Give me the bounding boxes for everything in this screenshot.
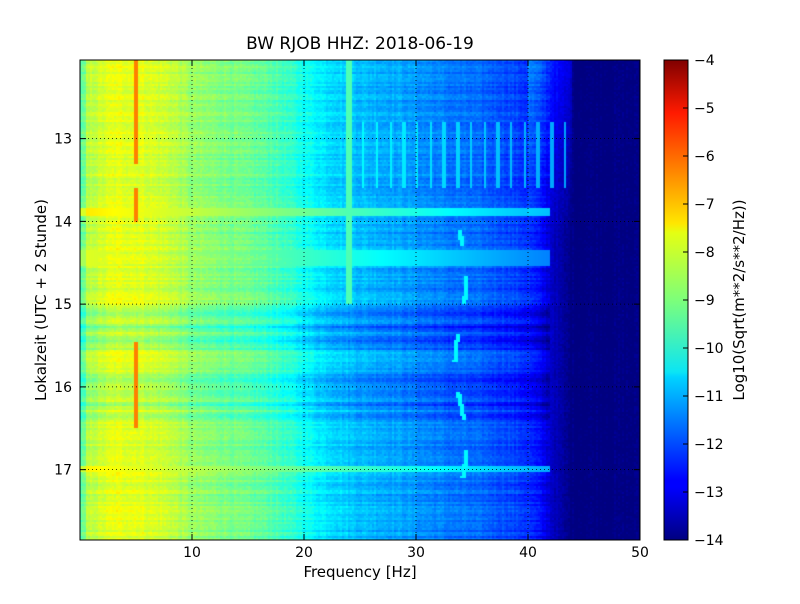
- y-axis-label: Lokalzeit (UTC + 2 Stunde): [32, 199, 50, 401]
- colorbar-tick-label: −6: [694, 149, 715, 165]
- plot-frame: [79, 59, 641, 541]
- y-tick-label: 13: [54, 132, 72, 148]
- y-tick-label: 15: [54, 297, 72, 313]
- colorbar-label: Log10(Sqrt(m**2/s**2/Hz)): [730, 199, 748, 400]
- colorbar-ticks: −4 −5 −6 −7 −8 −9 −10 −11 −12 −13 −14: [683, 53, 724, 549]
- colorbar-tick-label: −5: [694, 101, 715, 117]
- x-tick-label: 30: [407, 545, 425, 561]
- colorbar-tick-label: −8: [694, 245, 715, 261]
- colorbar-tick-label: −11: [694, 389, 724, 405]
- colorbar-tick-label: −9: [694, 293, 715, 309]
- x-tick-label: 20: [295, 545, 313, 561]
- y-tick-label: 17: [54, 463, 72, 479]
- grid-lines: [80, 60, 640, 540]
- y-tick-label: 16: [54, 380, 72, 396]
- x-tick-label: 40: [519, 545, 537, 561]
- colorbar-tick-label: −7: [694, 197, 715, 213]
- chart-title: BW RJOB HHZ: 2018-06-19: [246, 34, 474, 54]
- x-axis-label: Frequency [Hz]: [303, 563, 416, 581]
- y-axis-ticks: 13 14 15 16 17: [54, 132, 640, 479]
- colorbar-tick-label: −14: [694, 533, 724, 549]
- colorbar-tick-label: −13: [694, 485, 724, 501]
- spectrogram-heatmap: [80, 60, 640, 540]
- colorbar-tick-label: −12: [694, 437, 724, 453]
- x-tick-label: 10: [183, 545, 201, 561]
- plot-area-container: [80, 60, 640, 540]
- y-tick-label: 14: [54, 214, 72, 230]
- colorbar-tick-label: −10: [694, 341, 724, 357]
- x-tick-label: 50: [631, 545, 649, 561]
- x-axis-ticks: 10 20 30 40 50: [183, 60, 649, 561]
- colorbar-tick-label: −4: [694, 53, 715, 69]
